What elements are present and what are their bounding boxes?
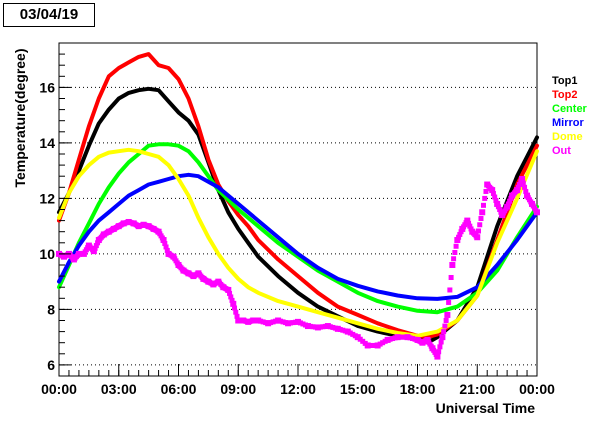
y-tick-label: 6 — [47, 357, 55, 373]
out-point — [448, 274, 454, 280]
out-point — [227, 290, 233, 296]
x-tick-label: 03:00 — [101, 381, 137, 397]
out-point — [90, 248, 97, 255]
out-point — [230, 300, 237, 307]
series-center-line — [57, 142, 539, 315]
out-point — [163, 244, 169, 250]
series-mirror-line — [57, 172, 539, 301]
out-point — [505, 201, 511, 207]
out-point — [449, 262, 456, 268]
series-out — [56, 175, 540, 360]
out-point — [439, 334, 446, 341]
legend-mirror: Mirror — [552, 117, 585, 129]
out-point — [92, 245, 98, 251]
out-point — [480, 202, 486, 208]
out-point — [93, 243, 99, 249]
out-point — [164, 247, 170, 253]
x-tick-label: 12:00 — [280, 381, 316, 397]
out-point — [457, 231, 463, 237]
y-tick-label: 16 — [39, 79, 55, 95]
out-point — [447, 287, 453, 293]
out-point — [225, 286, 232, 293]
out-point — [504, 203, 511, 210]
out-point — [495, 204, 501, 210]
out-point — [483, 188, 489, 194]
out-point — [451, 256, 457, 262]
out-point — [507, 198, 513, 204]
out-point — [437, 344, 443, 350]
legend-top1: Top1 — [552, 75, 577, 87]
y-tick-label: 8 — [47, 301, 55, 317]
out-point — [453, 243, 459, 249]
out-point — [493, 197, 499, 203]
out-point — [522, 184, 528, 190]
out-point — [452, 250, 458, 256]
x-tick-label: 15:00 — [340, 381, 376, 397]
out-point — [436, 349, 442, 355]
out-point — [464, 217, 471, 224]
y-tick-label: 14 — [39, 135, 55, 151]
legend-top2: Top2 — [552, 89, 577, 101]
x-tick-label: 00:00 — [519, 381, 555, 397]
x-tick-label: 18:00 — [400, 381, 436, 397]
out-point — [438, 339, 444, 345]
out-point — [454, 237, 461, 244]
out-point — [515, 184, 521, 190]
out-point — [229, 297, 235, 303]
out-point — [232, 305, 238, 311]
series-layer — [56, 52, 540, 360]
out-point — [456, 234, 462, 240]
out-point — [444, 311, 451, 318]
out-point — [482, 195, 488, 201]
axis-ticks: 6 8 10 12 14 16 00:00 03:00 06:00 09:00 12:00 15:00… — [39, 42, 555, 397]
out-point — [490, 191, 496, 197]
out-point — [523, 188, 529, 194]
out-point — [514, 187, 521, 194]
out-point — [479, 209, 486, 216]
out-point — [494, 200, 501, 207]
out-point — [233, 309, 239, 315]
out-point — [478, 216, 484, 222]
out-point — [497, 207, 503, 212]
out-point — [228, 294, 234, 300]
out-point — [474, 234, 481, 241]
out-point — [441, 329, 447, 335]
series-dome-line — [57, 147, 539, 338]
out-point — [517, 182, 523, 188]
x-tick-label: 06:00 — [161, 381, 197, 397]
out-point — [446, 299, 452, 305]
out-point — [489, 187, 496, 194]
legend: Top1 Top2 Center Mirror Dome Out — [552, 75, 588, 157]
y-tick-label: 10 — [39, 246, 55, 262]
date-title: 03/04/19 — [3, 3, 95, 27]
out-point — [162, 240, 168, 246]
out-point — [520, 180, 526, 186]
x-axis-title: Universal Time — [436, 400, 536, 416]
out-point — [519, 175, 526, 182]
x-tick-label: 00:00 — [41, 381, 77, 397]
out-point — [534, 209, 540, 216]
series-top2-line — [57, 52, 539, 340]
out-point — [442, 323, 448, 329]
out-point — [492, 194, 498, 200]
out-point — [466, 220, 472, 226]
out-point — [467, 223, 473, 229]
legend-dome: Dome — [552, 131, 583, 143]
out-point — [234, 313, 240, 319]
out-point — [475, 228, 481, 234]
y-axis-title: Temperature(degree) — [12, 48, 28, 187]
out-point — [443, 318, 449, 323]
out-point — [434, 353, 441, 360]
x-tick-label: 09:00 — [220, 381, 256, 397]
out-point — [477, 222, 483, 228]
legend-out: Out — [552, 145, 571, 157]
x-tick-label: 21:00 — [459, 381, 495, 397]
legend-center: Center — [552, 103, 588, 115]
y-tick-label: 12 — [39, 190, 55, 206]
out-point — [160, 237, 167, 244]
